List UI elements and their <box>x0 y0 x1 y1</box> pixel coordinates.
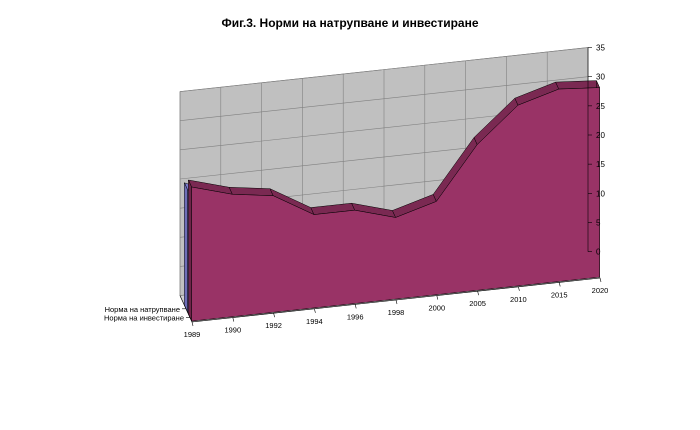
y-tick-label: 5 <box>596 218 601 227</box>
x-tick-mark <box>599 277 602 283</box>
x-tick-mark <box>395 299 398 305</box>
x-tick-mark <box>314 308 316 313</box>
series-front-face <box>191 87 600 322</box>
x-tick-label: 1989 <box>184 330 201 339</box>
x-tick-label: 1994 <box>306 317 323 326</box>
x-tick-label: 1998 <box>388 308 405 317</box>
x-tick-mark <box>232 317 235 322</box>
series-axis-label: Норма на натрупване <box>105 305 180 314</box>
x-tick-label: 2010 <box>510 295 527 304</box>
y-tick-label: 0 <box>596 248 601 257</box>
x-tick-mark <box>558 282 561 287</box>
y-tick-label: 25 <box>596 102 605 111</box>
chart-title: Фиг.3. Норми на натрупване и инвестиране <box>221 16 479 30</box>
x-tick-mark <box>354 304 357 309</box>
series-end-cap <box>188 179 192 322</box>
x-tick-mark <box>436 295 439 300</box>
x-tick-label: 1992 <box>265 321 282 330</box>
x-tick-mark <box>273 313 275 318</box>
x-tick-label: 2000 <box>428 304 445 313</box>
x-tick-mark <box>518 286 520 291</box>
y-tick-label: 35 <box>596 44 605 53</box>
x-tick-label: 2020 <box>592 286 609 295</box>
x-tick-label: 2005 <box>469 299 486 308</box>
x-tick-mark <box>477 291 479 296</box>
y-tick-label: 30 <box>596 73 605 82</box>
y-tick-label: 10 <box>596 189 605 198</box>
x-tick-label: 1990 <box>224 326 241 335</box>
x-tick-mark <box>191 321 194 327</box>
x-tick-label: 2015 <box>551 290 568 299</box>
series-axis-label: Норма на инвестиране <box>104 314 184 323</box>
x-tick-label: 1996 <box>347 312 364 321</box>
y-tick-label: 20 <box>596 131 605 140</box>
y-tick-label: 15 <box>596 160 605 169</box>
series-end-cap <box>184 182 188 313</box>
